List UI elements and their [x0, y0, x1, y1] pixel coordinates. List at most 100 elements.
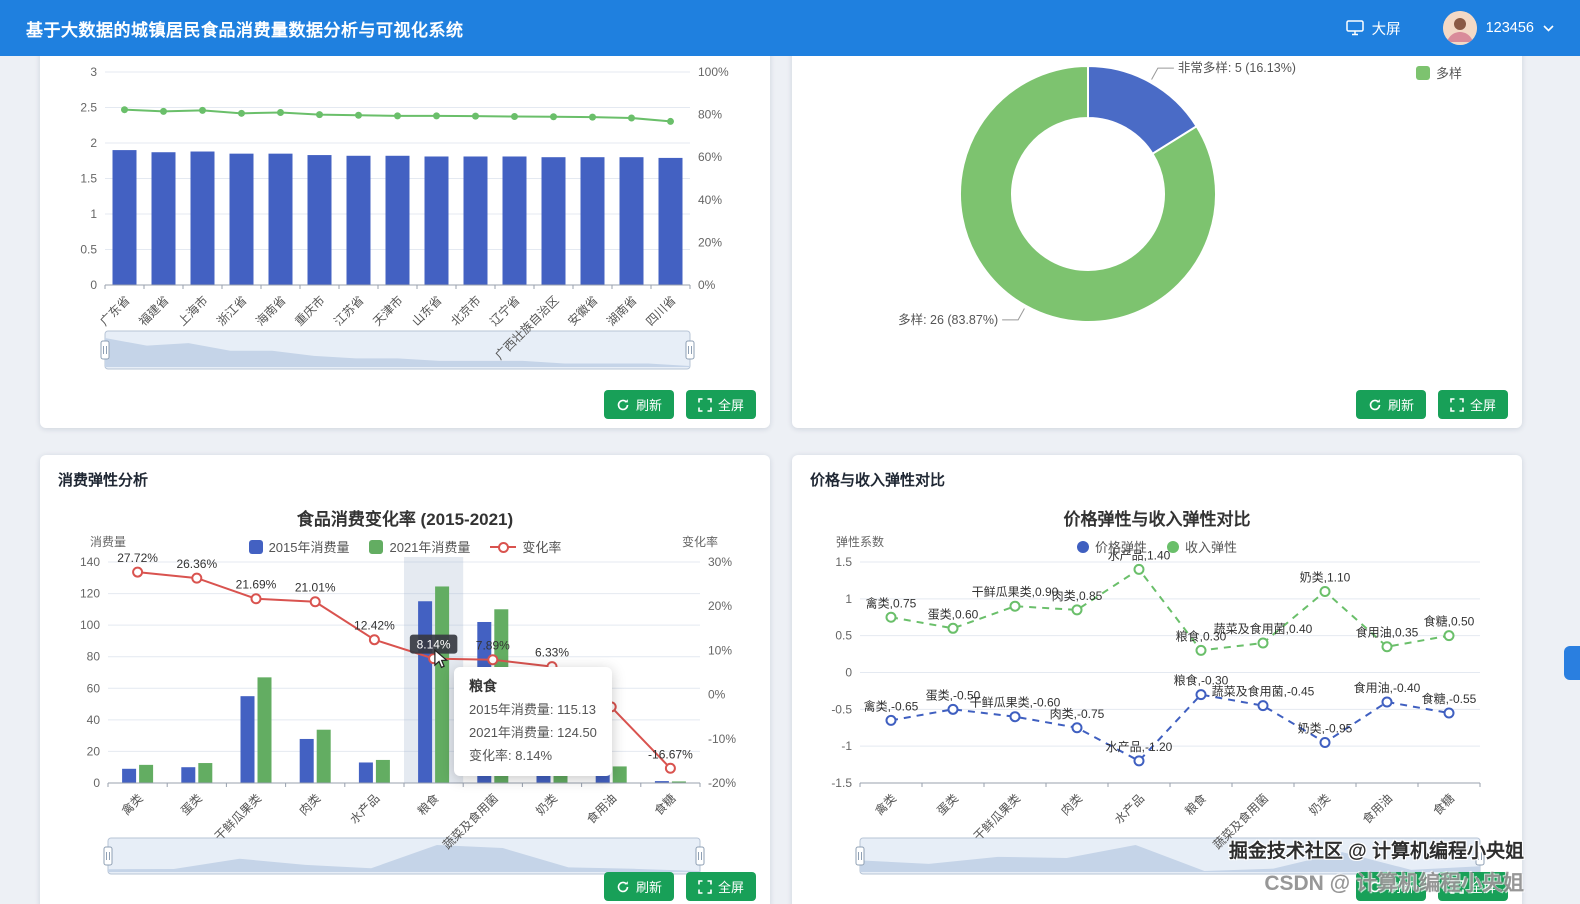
svg-text:2: 2: [90, 136, 97, 150]
refresh-button[interactable]: 刷新: [1355, 872, 1426, 901]
zoom-handle[interactable]: [103, 846, 113, 866]
label-leader-line: [1151, 67, 1174, 80]
line-point: [1071, 722, 1083, 734]
user-menu[interactable]: 123456: [1442, 11, 1554, 45]
svg-text:肉类: 肉类: [296, 791, 323, 818]
svg-text:蛋类,-0.50: 蛋类,-0.50: [926, 688, 981, 702]
tooltip-title: 粮食: [469, 678, 497, 694]
tooltip-line: 2021年消费量: 124.50: [469, 724, 597, 740]
svg-text:山东省: 山东省: [409, 293, 444, 328]
chart-title: 价格弹性与收入弹性对比: [1063, 510, 1251, 529]
fullscreen-icon: [1450, 397, 1464, 412]
svg-text:蔬菜及食用菌,0.40: 蔬菜及食用菌,0.40: [1214, 621, 1313, 636]
fullscreen-button[interactable]: 全屏: [685, 390, 756, 419]
refresh-button[interactable]: 刷新: [1355, 390, 1426, 419]
pie-slice-多样[interactable]: [959, 64, 1217, 323]
line-point: [885, 611, 897, 623]
header-right: 大屏 123456: [1345, 11, 1554, 45]
panel-actions: 刷新 全屏: [603, 872, 756, 901]
monitor-icon: [1345, 20, 1364, 36]
legend-item-rate[interactable]: 变化率: [490, 537, 561, 556]
svg-text:四川省: 四川省: [643, 293, 678, 328]
svg-text:21.69%: 21.69%: [236, 578, 277, 592]
svg-text:食用油: 食用油: [583, 791, 619, 827]
svg-text:安徽省: 安徽省: [565, 293, 601, 329]
svg-text:0.5: 0.5: [80, 243, 97, 257]
tooltip-line: 2015年消费量: 115.13: [469, 702, 596, 717]
svg-text:奶类: 奶类: [533, 791, 560, 818]
panel-title: 消费弹性分析: [58, 472, 149, 489]
legend-item-income[interactable]: 收入弹性: [1167, 537, 1237, 556]
svg-text:湖南省: 湖南省: [604, 293, 640, 329]
svg-text:40: 40: [87, 713, 101, 727]
bar: [418, 601, 433, 783]
bar: [435, 586, 450, 783]
refresh-button[interactable]: 刷新: [603, 390, 674, 419]
fullscreen-button[interactable]: 全屏: [1437, 390, 1508, 419]
line-point: [1257, 637, 1269, 649]
panel-province-consumption: 3 2.5 2 1.5 1 0.5 0 100% 80% 60% 40% 20% 0% 广东省 福建省 上海市…: [40, 18, 770, 428]
line-point: [1133, 563, 1145, 575]
bar: [316, 729, 331, 783]
svg-text:浙江省: 浙江省: [214, 293, 249, 328]
svg-text:60%: 60%: [698, 150, 722, 164]
line-point: [368, 634, 380, 646]
legend-line-marker: [490, 541, 517, 553]
zoom-handle[interactable]: [855, 846, 865, 866]
legend-item-duoyang[interactable]: 多样: [1415, 63, 1462, 82]
svg-text:21.01%: 21.01%: [295, 581, 336, 595]
legend-marker: [1415, 65, 1430, 80]
svg-text:蛋类: 蛋类: [178, 791, 205, 818]
svg-text:天津市: 天津市: [370, 293, 406, 329]
line-point: [1071, 604, 1083, 616]
svg-text:肉类,-0.75: 肉类,-0.75: [1050, 707, 1105, 721]
zoom-handle[interactable]: [1475, 846, 1485, 866]
svg-text:粮食,-0.30: 粮食,-0.30: [1174, 673, 1229, 688]
zoom-handle[interactable]: [685, 340, 695, 360]
big-screen-link[interactable]: 大屏: [1345, 18, 1401, 39]
highlight-band: [404, 557, 464, 783]
line-point: [628, 114, 635, 122]
line-point: [309, 596, 321, 608]
line-point: [1009, 600, 1021, 612]
fullscreen-icon: [698, 397, 712, 412]
svg-text:重庆市: 重庆市: [292, 293, 328, 329]
legend-item-2021[interactable]: 2021年消费量: [369, 537, 470, 556]
legend-item-2015[interactable]: 2015年消费量: [248, 537, 349, 556]
bar: [307, 155, 332, 285]
zoom-handle[interactable]: [695, 846, 705, 866]
refresh-button[interactable]: 刷新: [603, 872, 674, 901]
svg-text:-10%: -10%: [708, 732, 736, 746]
svg-text:80: 80: [87, 650, 101, 664]
svg-text:1.5: 1.5: [80, 172, 97, 186]
legend-item-price[interactable]: 价格弹性: [1076, 537, 1147, 556]
line-point: [132, 566, 144, 578]
line-point: [664, 762, 676, 774]
data-zoom-slider[interactable]: [100, 330, 695, 370]
svg-text:干鲜瓜果类,-0.60: 干鲜瓜果类,-0.60: [970, 696, 1061, 710]
side-float-button[interactable]: [1564, 646, 1580, 680]
data-zoom-slider[interactable]: [103, 837, 705, 875]
bar: [580, 157, 605, 285]
line-point: [487, 654, 499, 666]
legend-marker: [369, 539, 384, 554]
zoom-handle[interactable]: [100, 340, 110, 360]
svg-text:0: 0: [845, 666, 852, 680]
fullscreen-button[interactable]: 全屏: [685, 872, 756, 901]
line-point: [1319, 585, 1331, 597]
svg-text:100%: 100%: [698, 65, 729, 79]
svg-text:干鲜瓜果类: 干鲜瓜果类: [212, 791, 264, 843]
data-zoom-slider[interactable]: [855, 837, 1485, 875]
legend-marker: [248, 539, 263, 554]
svg-text:30%: 30%: [708, 555, 732, 569]
line-point: [394, 112, 401, 120]
bar-series[interactable]: [112, 150, 683, 285]
chart-title: 食品消费变化率 (2015-2021): [296, 510, 514, 529]
bar: [654, 781, 669, 783]
fullscreen-button[interactable]: 全屏: [1437, 872, 1508, 901]
svg-text:60: 60: [87, 681, 101, 695]
svg-text:100: 100: [80, 618, 100, 632]
panel-elasticity: 价格与收入弹性对比 价格弹性与收入弹性对比 价格弹性 收入弹性 1.5 1 0.5 0…: [792, 455, 1522, 904]
line-series[interactable]: [121, 106, 674, 125]
